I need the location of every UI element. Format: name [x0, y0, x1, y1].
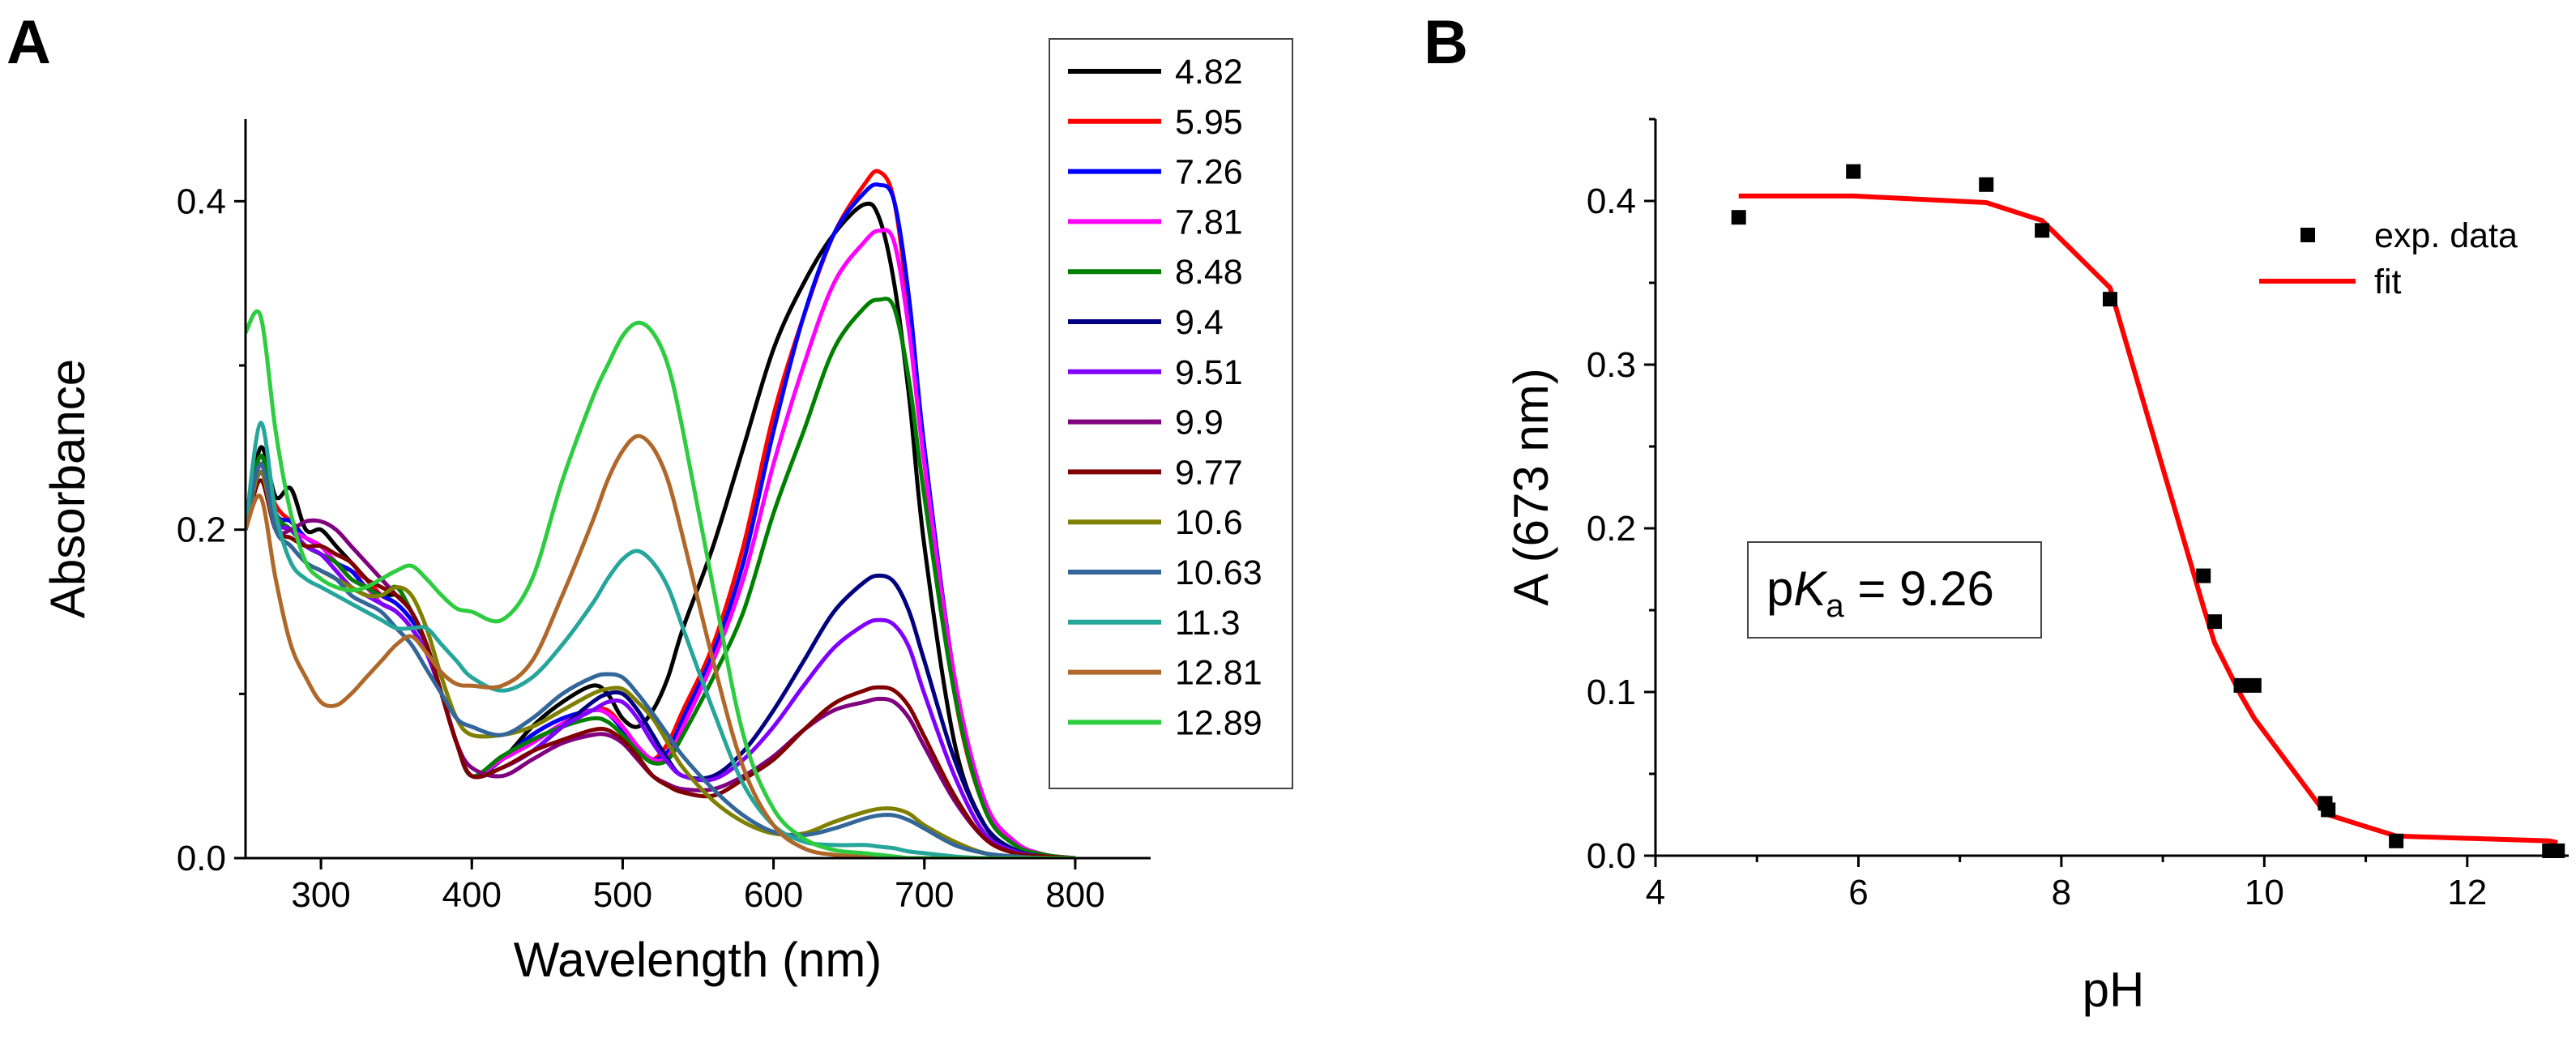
panel-b-y-axis-title: A (673 nm)	[1504, 368, 1558, 605]
panel-b-letter: B	[1424, 8, 1468, 77]
x-tick-label: 800	[1045, 875, 1104, 915]
legend-marker-exp-data	[2300, 228, 2315, 242]
data-point-ph-8-48	[2102, 292, 2117, 307]
panel-b-fit-line	[1738, 193, 2558, 845]
pka-subscript: a	[1826, 588, 1844, 624]
series-line-ph-7-26	[246, 182, 1076, 858]
y-tick-label: 0.1	[1587, 673, 1636, 712]
pka-symbol: K	[1793, 562, 1828, 616]
y-tick-label: 0.0	[177, 839, 226, 878]
legend-label-exp-data: exp. data	[2374, 216, 2518, 255]
data-point-ph-7-26	[1979, 177, 1994, 192]
legend-label-ph-12-89: 12.89	[1175, 703, 1262, 742]
y-tick-label: 0.2	[177, 510, 226, 550]
legend-label-ph-7-26: 7.26	[1175, 153, 1243, 192]
panel-b-legend: exp. data fit	[2259, 216, 2518, 301]
panel-a-legend-box	[1049, 38, 1293, 789]
legend-label-fit: fit	[2374, 263, 2402, 301]
y-tick-label: 0.3	[1587, 345, 1636, 385]
legend-label-ph-12-81: 12.81	[1175, 654, 1262, 693]
data-point-ph-11-3	[2389, 833, 2404, 848]
data-point-ph-4-82	[1731, 210, 1746, 225]
pka-annotation-box	[1747, 541, 2042, 639]
data-point-ph-9-9	[2246, 677, 2262, 693]
series-line-ph-10-63	[246, 462, 1075, 858]
series-line-ph-9-51	[246, 470, 1076, 858]
series-line-ph-9-77	[246, 478, 1076, 858]
x-tick-label: 600	[744, 875, 803, 915]
x-tick-label: 12	[2447, 873, 2487, 912]
x-tick-label: 8	[2052, 873, 2071, 912]
panel-a-y-ticks: 0.0 0.2 0.4	[177, 182, 246, 878]
data-point-ph-9-51	[2206, 614, 2222, 630]
x-tick-label: 500	[593, 875, 652, 915]
x-tick-label: 10	[2245, 873, 2284, 912]
data-point-ph-12-89	[2550, 843, 2565, 858]
data-point-ph-10-63	[2321, 802, 2336, 818]
panel-a-x-axis-title: Wavelength (nm)	[514, 933, 882, 987]
pka-annotation: pKa = 9.26	[1766, 562, 1994, 624]
series-line-ph-10-6	[246, 470, 1075, 858]
legend-label-ph-9-77: 9.77	[1175, 453, 1243, 492]
x-tick-label: 300	[291, 875, 350, 915]
data-point-ph-9-4	[2196, 568, 2211, 583]
panel-a-x-ticks: 300 400 500 600 700 800	[291, 858, 1105, 915]
legend-label-ph-10-6: 10.6	[1175, 503, 1243, 542]
series-line-ph-9-9	[246, 478, 1076, 858]
x-tick-label: 400	[442, 875, 502, 915]
series-line-ph-12-81	[246, 434, 1075, 858]
legend-label-ph-7-81: 7.81	[1175, 203, 1243, 241]
panel-b-y-ticks: 0.0 0.1 0.2 0.3 0.4	[1587, 117, 1655, 876]
series-line-ph-11-3	[246, 421, 1075, 858]
panel-a-chart: 300 400 500 600 700 800 0.0 0.2 0.4 Wavelength …	[41, 38, 1293, 987]
series-line-ph-8-48	[246, 297, 1076, 858]
panel-a-letter: A	[6, 8, 51, 77]
panel-b-data-points	[1731, 164, 2565, 858]
y-tick-label: 0.2	[1587, 509, 1636, 549]
y-tick-label: 0.0	[1587, 836, 1636, 876]
data-point-ph-7-81	[2035, 223, 2050, 238]
legend-label-ph-9-9: 9.9	[1175, 404, 1224, 442]
legend-label-ph-9-4: 9.4	[1175, 303, 1224, 342]
legend-label-ph-5-95: 5.95	[1175, 103, 1243, 142]
legend-label-ph-11-3: 11.3	[1175, 604, 1241, 643]
legend-label-ph-10-63: 10.63	[1175, 553, 1262, 592]
x-tick-label: 4	[1646, 873, 1665, 912]
panel-b-chart: 4 6 8 10 12 0.0 0.1 0.2 0.3 0.4 pH A (673 nm) ex…	[1504, 117, 2569, 1017]
pka-value: = 9.26	[1844, 562, 1994, 616]
data-point-ph-9-77	[2233, 677, 2249, 693]
series-line-ph-12-89	[246, 309, 1075, 858]
fit-line	[1738, 193, 2558, 845]
pka-prefix: p	[1766, 562, 1793, 616]
panel-a-y-axis-title: Absorbance	[41, 359, 95, 618]
panel-b-x-ticks: 4 6 8 10 12	[1646, 856, 2487, 912]
legend-label-ph-9-51: 9.51	[1175, 353, 1243, 392]
legend-label-ph-8-48: 8.48	[1175, 253, 1243, 292]
data-point-ph-5-95	[1846, 164, 1861, 179]
legend-label-ph-4-82: 4.82	[1175, 53, 1243, 92]
y-tick-label: 0.4	[1587, 182, 1636, 221]
panel-a-series-lines	[246, 169, 1076, 858]
x-tick-label: 700	[895, 875, 954, 915]
y-tick-label: 0.4	[177, 182, 226, 221]
x-tick-label: 6	[1848, 873, 1868, 912]
panel-b-x-axis-title: pH	[2083, 963, 2145, 1017]
panel-a-legend: 4.82 5.95 7.26 7.81 8.48 9.4 9.51 9.9 9.77 10.6 10…	[1068, 53, 1262, 742]
